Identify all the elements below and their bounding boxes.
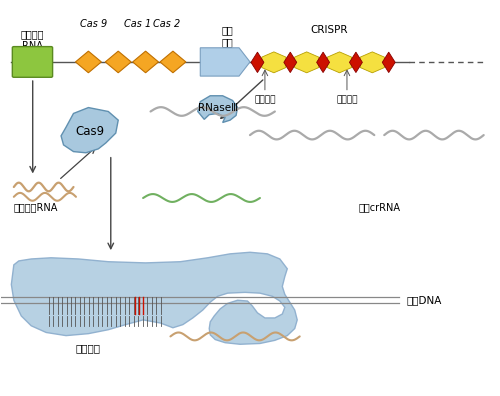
Polygon shape bbox=[198, 96, 237, 122]
Polygon shape bbox=[106, 51, 131, 73]
Text: Cas 9: Cas 9 bbox=[80, 19, 107, 29]
Polygon shape bbox=[316, 52, 330, 72]
Polygon shape bbox=[61, 108, 118, 153]
Text: RNaseⅢ: RNaseⅢ bbox=[198, 103, 237, 112]
Polygon shape bbox=[328, 52, 351, 73]
Polygon shape bbox=[160, 51, 186, 73]
Text: 重复序列: 重复序列 bbox=[254, 96, 276, 105]
Polygon shape bbox=[360, 52, 384, 73]
Polygon shape bbox=[76, 51, 102, 73]
Text: 间隔序列: 间隔序列 bbox=[336, 96, 357, 105]
Polygon shape bbox=[132, 51, 158, 73]
Polygon shape bbox=[382, 52, 395, 72]
Text: 前导
序列: 前导 序列 bbox=[222, 25, 234, 48]
Text: CRISPR: CRISPR bbox=[311, 25, 348, 35]
Text: 向导序列: 向导序列 bbox=[76, 343, 101, 354]
Text: Cas 2: Cas 2 bbox=[153, 19, 180, 29]
Text: 反式激活RNA: 反式激活RNA bbox=[14, 202, 59, 212]
Text: 外源DNA: 外源DNA bbox=[406, 295, 442, 305]
Polygon shape bbox=[350, 52, 362, 72]
Text: 反式激活
RNA: 反式激活 RNA bbox=[21, 29, 44, 51]
Text: Cas 1: Cas 1 bbox=[124, 19, 152, 29]
Polygon shape bbox=[294, 52, 318, 73]
Polygon shape bbox=[251, 52, 264, 72]
Polygon shape bbox=[12, 252, 297, 344]
Text: 成熟crRNA: 成熟crRNA bbox=[358, 202, 401, 212]
Polygon shape bbox=[200, 48, 250, 76]
Text: Cas9: Cas9 bbox=[76, 125, 104, 138]
FancyBboxPatch shape bbox=[12, 47, 52, 77]
Polygon shape bbox=[284, 52, 296, 72]
Polygon shape bbox=[262, 52, 286, 73]
